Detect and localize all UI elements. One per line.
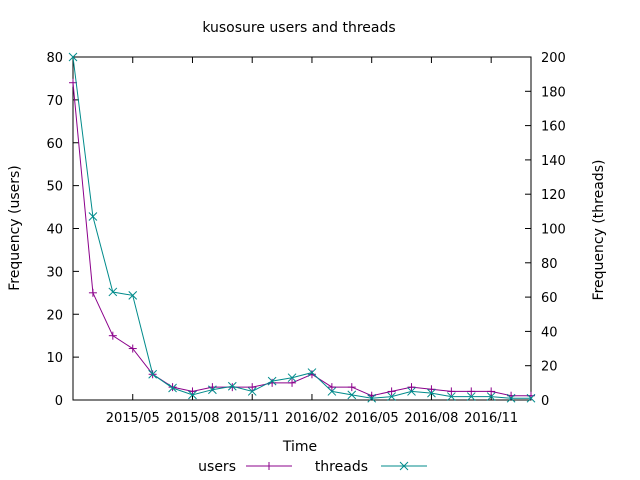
y2-tick-label: 120 bbox=[541, 188, 566, 203]
x-tick-label: 2015/11 bbox=[225, 411, 279, 426]
cross-marker bbox=[287, 373, 297, 383]
cross-marker bbox=[247, 387, 257, 396]
cross-marker bbox=[227, 381, 237, 391]
cross-marker bbox=[108, 287, 118, 297]
y2-tick-label: 160 bbox=[541, 120, 566, 135]
series-threads bbox=[68, 52, 536, 403]
y-tick-label: 60 bbox=[46, 137, 63, 152]
y2-tick-label: 100 bbox=[541, 223, 566, 238]
cross-marker bbox=[367, 393, 377, 403]
plus-marker bbox=[487, 387, 496, 396]
plus-marker bbox=[387, 387, 396, 396]
cross-marker bbox=[168, 383, 177, 393]
y2-tick-label: 180 bbox=[541, 85, 566, 100]
cross-marker bbox=[446, 392, 456, 401]
cross-marker bbox=[128, 291, 138, 300]
series-layer bbox=[68, 52, 536, 403]
plus-marker bbox=[69, 78, 77, 87]
x-tick-label: 2016/08 bbox=[404, 411, 458, 426]
plot-border bbox=[72, 56, 532, 401]
y2-tick-label: 40 bbox=[541, 325, 558, 340]
cross-marker bbox=[399, 461, 409, 471]
y-tick-label: 20 bbox=[46, 308, 63, 323]
x-tick-label: 2015/05 bbox=[106, 411, 160, 426]
cross-marker bbox=[307, 368, 317, 377]
plus-marker bbox=[88, 288, 97, 297]
y-axis-label: Frequency (users) bbox=[7, 165, 23, 291]
y2-tick-label: 80 bbox=[541, 257, 558, 272]
plus-marker bbox=[347, 383, 356, 392]
plus-marker bbox=[307, 370, 316, 379]
y-tick-label: 10 bbox=[46, 351, 63, 366]
cross-marker bbox=[88, 212, 98, 221]
plus-marker bbox=[407, 383, 416, 392]
y-tick-label: 50 bbox=[46, 180, 63, 195]
y2-tick-label: 20 bbox=[541, 360, 558, 375]
plus-marker bbox=[427, 385, 436, 394]
y-tick-label: 70 bbox=[46, 94, 63, 109]
legend: users threads bbox=[198, 459, 427, 475]
cross-marker bbox=[267, 376, 277, 386]
y2-axis-label: Frequency (threads) bbox=[591, 160, 607, 301]
plus-marker bbox=[447, 387, 456, 396]
x-tick-label: 2016/02 bbox=[285, 411, 339, 426]
chart-title: kusosure users and threads bbox=[202, 20, 395, 36]
plot-frame bbox=[72, 56, 532, 401]
legend-label: threads bbox=[315, 459, 368, 475]
legend-item-threads: threads bbox=[315, 459, 427, 475]
x-tick-label: 2016/05 bbox=[345, 411, 399, 426]
plus-marker bbox=[248, 383, 257, 392]
cross-marker bbox=[347, 390, 357, 400]
plus-marker bbox=[265, 462, 273, 470]
cross-marker bbox=[407, 387, 416, 396]
cross-marker bbox=[506, 393, 516, 403]
y-tick-label: 80 bbox=[46, 51, 63, 66]
x-tick-label: 2015/08 bbox=[165, 411, 219, 426]
x-axis-label: Time bbox=[282, 439, 317, 455]
y-tick-label: 0 bbox=[55, 394, 63, 409]
y2-tick-label: 60 bbox=[541, 291, 558, 306]
y2-tick-label: 0 bbox=[541, 394, 549, 409]
plus-marker bbox=[288, 378, 297, 387]
plus-marker bbox=[128, 344, 137, 353]
series-users bbox=[69, 78, 535, 400]
cross-marker bbox=[148, 369, 158, 379]
y2-tick-label: 140 bbox=[541, 154, 566, 169]
y-tick-label: 40 bbox=[46, 223, 63, 238]
cross-marker bbox=[486, 392, 496, 401]
plus-marker bbox=[188, 387, 197, 396]
cross-marker bbox=[188, 390, 197, 400]
plus-marker bbox=[108, 331, 117, 340]
x-tick-label: 2016/11 bbox=[464, 411, 518, 426]
plus-marker bbox=[168, 383, 177, 392]
y2-tick-label: 200 bbox=[541, 51, 566, 66]
plus-marker bbox=[467, 387, 476, 396]
legend-item-users: users bbox=[198, 459, 292, 475]
series-line-threads bbox=[72, 56, 531, 399]
y-tick-label: 30 bbox=[46, 265, 63, 280]
cross-marker bbox=[208, 385, 217, 395]
cross-marker bbox=[68, 52, 78, 62]
cross-marker bbox=[526, 393, 536, 403]
plus-marker bbox=[327, 383, 336, 392]
series-line-users bbox=[72, 82, 531, 397]
cross-marker bbox=[327, 387, 337, 396]
cross-marker bbox=[466, 392, 476, 401]
legend-label: users bbox=[198, 459, 236, 475]
axis-ticks: 0 10 20 30 40 50 60 70 80 0 20 40 60 80 100 120 140 160 18… bbox=[46, 51, 565, 426]
cross-marker bbox=[387, 392, 396, 401]
cross-marker bbox=[427, 388, 436, 398]
